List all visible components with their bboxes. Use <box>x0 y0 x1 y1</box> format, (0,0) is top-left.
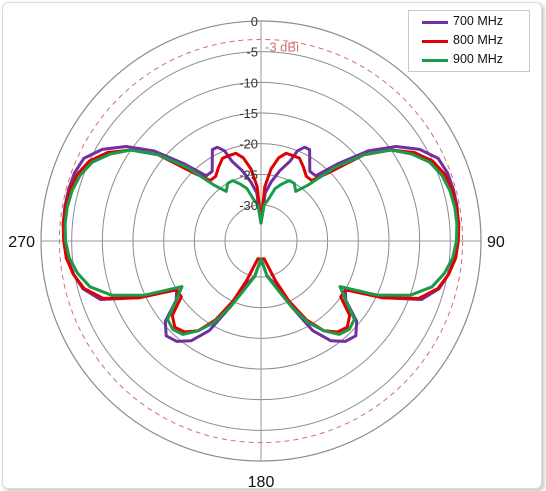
angle-label-270: 270 <box>8 234 35 251</box>
reference-circle-label: -3 dBi <box>265 39 299 54</box>
legend-swatch-1 <box>422 40 448 43</box>
radial-tick-label: -10 <box>239 75 258 90</box>
polar-grid <box>40 20 482 462</box>
angle-label-90: 90 <box>487 234 505 251</box>
legend-label-2: 900 MHz <box>453 52 504 66</box>
radial-tick-label: 0 <box>251 14 258 29</box>
radial-tick-label: -30 <box>239 198 258 213</box>
legend-item-2: 900 MHz <box>409 51 529 69</box>
reference-circle-group: -3 dBi <box>58 38 464 444</box>
radial-tick-label: -25 <box>239 167 258 182</box>
radial-tick-label: -20 <box>239 137 258 152</box>
legend-item-0: 700 MHz <box>409 13 529 31</box>
reference-circle <box>58 38 464 444</box>
legend-label-0: 700 MHz <box>453 14 504 28</box>
axis-labels: 0 -5 -10 -15 -20 -25 -30 90 180 270 <box>8 14 505 488</box>
series-line-2 <box>63 148 459 336</box>
legend-item-1: 800 MHz <box>409 32 529 50</box>
polar-plot: -3 dBi 0 -5 -10 -15 -20 -25 -30 90 180 270 <box>8 14 505 488</box>
legend-swatch-2 <box>422 59 448 62</box>
radial-tick-label: -15 <box>239 106 258 121</box>
radial-tick-label: -5 <box>246 45 258 60</box>
series-group <box>61 145 461 343</box>
legend-label-1: 800 MHz <box>453 33 504 47</box>
angle-label-180: 180 <box>248 474 275 488</box>
legend-swatch-0 <box>422 21 448 24</box>
legend: 700 MHz 800 MHz 900 MHz <box>408 10 530 72</box>
